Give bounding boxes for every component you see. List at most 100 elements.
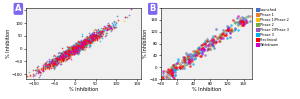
Point [52, 58, 56, 60]
Point [80, 42, 85, 44]
Point [94, 34, 98, 35]
Point [62, 54, 67, 56]
Point [81, 44, 86, 46]
Point [111, 25, 116, 27]
Point [235, 18, 240, 19]
Point [62, 58, 67, 59]
Point [68, 51, 73, 53]
Point [69, 52, 74, 53]
Point [186, 59, 191, 60]
Point [72, 50, 77, 52]
Point [169, 69, 174, 70]
Point [46, 64, 51, 66]
Point [98, 31, 103, 33]
Point [112, 24, 117, 26]
Point [225, 29, 230, 31]
Point [204, 49, 209, 51]
Point [67, 50, 71, 52]
Point [83, 44, 88, 46]
Point [94, 37, 99, 38]
Point [232, 21, 237, 22]
Point [84, 43, 88, 45]
Point [71, 44, 76, 46]
Point [167, 73, 172, 74]
Point [61, 51, 66, 53]
Point [83, 40, 88, 42]
Point [107, 25, 112, 26]
Point [104, 27, 109, 29]
Point [91, 37, 96, 39]
Point [66, 53, 70, 55]
Point [71, 49, 76, 50]
Point [46, 67, 51, 69]
Point [64, 53, 69, 55]
Point [70, 49, 74, 51]
Point [40, 68, 45, 69]
Point [52, 60, 57, 62]
Point [62, 57, 67, 59]
Point [182, 62, 186, 64]
Point [97, 35, 102, 37]
Point [229, 29, 233, 31]
Point [65, 55, 70, 56]
Point [60, 58, 65, 59]
Point [81, 40, 85, 42]
Point [59, 59, 64, 61]
Point [58, 56, 63, 58]
Point [202, 43, 207, 45]
Point [176, 60, 180, 62]
Point [76, 49, 80, 51]
Point [65, 55, 70, 56]
Point [212, 41, 217, 42]
Point [40, 67, 45, 68]
Point [46, 65, 50, 67]
Point [188, 65, 193, 67]
Point [61, 54, 66, 56]
Point [89, 36, 94, 38]
Point [88, 37, 93, 38]
Point [60, 58, 64, 59]
Point [212, 35, 217, 37]
Point [86, 41, 91, 43]
Point [183, 52, 188, 54]
Point [77, 46, 82, 47]
Point [61, 56, 66, 57]
Point [75, 47, 80, 49]
Point [53, 60, 58, 62]
Point [82, 41, 87, 42]
Point [72, 46, 77, 48]
Point [168, 70, 173, 72]
Point [65, 48, 70, 49]
Point [77, 50, 82, 51]
Point [79, 41, 83, 42]
Point [207, 40, 212, 42]
Point [59, 56, 64, 58]
Point [238, 24, 243, 25]
Point [60, 56, 65, 57]
Point [28, 83, 33, 84]
Point [55, 60, 60, 61]
Point [110, 27, 115, 28]
Point [182, 61, 187, 63]
Point [68, 51, 73, 53]
Point [93, 37, 98, 39]
Point [66, 51, 71, 53]
Point [71, 46, 76, 47]
Point [59, 56, 64, 58]
Point [208, 48, 213, 50]
Point [87, 35, 92, 37]
Point [63, 53, 68, 54]
Point [67, 49, 72, 51]
Point [113, 23, 118, 25]
Point [75, 48, 80, 50]
Point [51, 64, 56, 66]
Point [60, 57, 65, 59]
Point [83, 42, 88, 43]
Point [95, 31, 100, 32]
Point [81, 45, 86, 46]
Point [200, 52, 205, 54]
Point [100, 34, 104, 36]
Point [92, 36, 97, 38]
Point [61, 52, 66, 54]
Point [178, 64, 182, 65]
